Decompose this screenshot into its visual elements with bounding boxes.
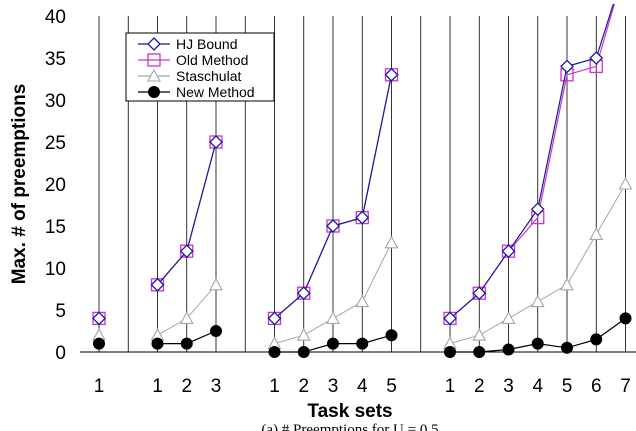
legend-swatch-marker — [148, 86, 160, 98]
data-point — [356, 337, 369, 350]
data-point — [384, 67, 399, 82]
data-point — [209, 277, 223, 291]
y-tick-label: 30 — [45, 91, 66, 112]
y-tick-label: 25 — [45, 133, 66, 154]
data-point — [296, 328, 311, 341]
data-point — [472, 286, 487, 301]
x-tick-label: 1 — [152, 376, 163, 397]
data-point — [210, 325, 222, 337]
x-tick-label: 3 — [328, 376, 339, 397]
data-point — [150, 277, 165, 292]
data-point — [530, 202, 545, 217]
data-point — [560, 277, 574, 291]
data-point — [385, 329, 398, 342]
legend-entry: New Method — [138, 84, 255, 100]
data-point — [560, 59, 574, 74]
series-hj-bound — [92, 4, 614, 326]
data-point — [93, 337, 105, 350]
data-point — [531, 337, 544, 350]
data-point — [618, 176, 633, 190]
x-tick-label: 5 — [562, 376, 573, 397]
data-point — [180, 337, 193, 350]
y-tick-label: 40 — [45, 7, 66, 28]
legend-swatch-marker — [147, 53, 161, 67]
data-point — [444, 346, 456, 358]
x-tick-label: 2 — [298, 376, 309, 397]
x-tick-label: 6 — [591, 376, 602, 397]
data-point — [502, 343, 515, 356]
legend-label: Staschulat — [176, 68, 241, 84]
x-tick-label: 3 — [503, 376, 514, 397]
data-point — [296, 286, 311, 301]
data-point — [355, 210, 370, 225]
data-point — [297, 346, 310, 358]
legend-label: Old Method — [176, 52, 248, 68]
y-tick-label: 20 — [45, 175, 66, 196]
data-point — [179, 311, 194, 324]
y-axis-title: Max. # of preemptions — [9, 84, 30, 285]
legend-swatch-marker — [147, 68, 161, 82]
y-tick-labels: 0 5 10 15 20 25 30 35 40 — [45, 7, 66, 364]
data-point — [443, 311, 457, 326]
data-point — [530, 294, 545, 308]
data-point — [267, 311, 282, 326]
x-tick-label: 1 — [269, 376, 280, 397]
data-point — [326, 219, 340, 233]
series-new-method — [93, 312, 632, 358]
data-point — [501, 244, 516, 259]
y-tick-label: 15 — [45, 217, 66, 238]
x-tick-label: 5 — [386, 376, 397, 397]
x-tick-label: 2 — [181, 376, 192, 397]
data-point — [472, 328, 487, 341]
legend-swatch-marker — [147, 37, 161, 51]
data-point — [589, 227, 604, 240]
legend-entry: Staschulat — [138, 68, 241, 84]
chart-caption: (a) # Preemptions for U = 0.5 — [261, 422, 438, 431]
legend-entry: HJ Bound — [138, 36, 237, 52]
data-point — [151, 337, 164, 350]
data-point — [589, 51, 604, 65]
x-tick-label: 3 — [211, 376, 222, 397]
x-tick-label: 1 — [94, 376, 105, 397]
data-point — [327, 337, 339, 350]
x-tick-label: 4 — [532, 376, 543, 397]
x-tick-label: 4 — [357, 376, 368, 397]
data-point — [179, 244, 194, 259]
data-point — [619, 312, 632, 325]
x-tick-label: 2 — [474, 376, 485, 397]
x-axis-title: Task sets — [307, 401, 392, 422]
series-layer — [92, 4, 633, 358]
y-tick-label: 10 — [45, 259, 66, 280]
data-point — [473, 346, 486, 358]
data-point — [209, 135, 223, 149]
data-point — [268, 346, 281, 358]
data-point — [355, 294, 370, 308]
y-tick-label: 35 — [45, 49, 66, 70]
data-point — [384, 235, 399, 249]
legend-label: New Method — [176, 84, 255, 100]
y-tick-label: 5 — [55, 301, 66, 322]
y-tick-label: 0 — [55, 343, 66, 364]
x-tick-label: 1 — [445, 376, 456, 397]
x-tick-label: 7 — [620, 376, 631, 397]
legend-entry: Old Method — [138, 52, 248, 68]
data-point — [326, 311, 340, 324]
data-point — [590, 333, 603, 346]
data-point — [501, 311, 516, 324]
data-point — [92, 311, 106, 326]
data-point — [561, 341, 573, 354]
legend-label: HJ Bound — [176, 36, 237, 52]
